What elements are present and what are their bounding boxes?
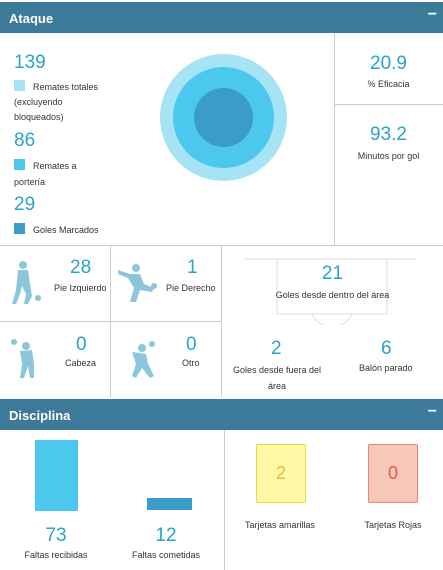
yellow-cards-label: Tarjetas amarillas [244,520,316,530]
fouls-received-bar [35,440,78,511]
left-foot-value: 28 [70,257,92,278]
red-cards-label: Tarjetas Rojas [364,520,422,530]
goals-circle [194,88,253,147]
goals-legend-swatch [14,223,25,234]
right-foot-player-icon [118,264,157,302]
other-label: Otro [182,358,200,368]
outside-box-label: Goles desde fuera del área [232,365,322,391]
fouls-committed-bar [147,498,192,510]
fouls-received-value: 73 [45,525,67,546]
penalty-area-pitch [245,258,415,325]
right-foot-label: Pie Derecho [166,283,216,293]
inside-box-label: Goles desde dentro del área [275,290,390,300]
left-foot-label: Pie Izquierdo [54,283,107,293]
left-foot-player-icon [12,261,41,304]
attack-title: Ataque [9,11,54,26]
head-label: Cabeza [65,358,97,368]
on-target-value: 86 [14,130,36,151]
set-piece-label: Balón parado [359,363,413,373]
attack-collapse-icon[interactable]: − [427,6,437,23]
discipline-collapse-icon[interactable]: − [427,403,437,420]
discipline-section-header[interactable]: Disciplina − [0,399,443,430]
red-card: 0 [368,444,418,503]
outside-box-value: 2 [271,338,282,359]
minutes-per-goal-label: Minutos por gol [357,151,420,161]
goals-value: 29 [14,194,36,215]
efficiency-label: % Eficacia [367,79,410,89]
other-player-icon [132,341,155,378]
on-target-label: Remates a portería [14,159,77,187]
discipline-title: Disciplina [9,408,71,423]
efficiency-value: 20.9 [370,53,407,74]
fouls-committed-label: Faltas cometidas [131,550,201,560]
yellow-cards-value: 2 [275,463,286,483]
right-foot-value: 1 [187,257,198,278]
inside-box-value: 21 [321,263,344,284]
minutes-per-goal-value: 93.2 [370,124,407,145]
head-player-icon [11,339,34,378]
yellow-card: 2 [256,444,306,503]
total-shots-label: Remates totales (excluyendo bloqueados) [14,80,99,122]
attack-section-header[interactable]: Ataque − [0,2,443,33]
goals-label: Goles Marcados [14,223,99,235]
head-value: 0 [76,334,87,355]
fouls-committed-value: 12 [155,525,177,546]
other-value: 0 [186,334,197,355]
total-shots-value: 139 [14,52,46,73]
set-piece-value: 6 [381,338,392,359]
red-cards-value: 0 [387,463,398,483]
on-target-legend-swatch [14,159,25,170]
total-shots-legend-swatch [14,80,25,91]
fouls-received-label: Faltas recibidas [24,550,88,560]
